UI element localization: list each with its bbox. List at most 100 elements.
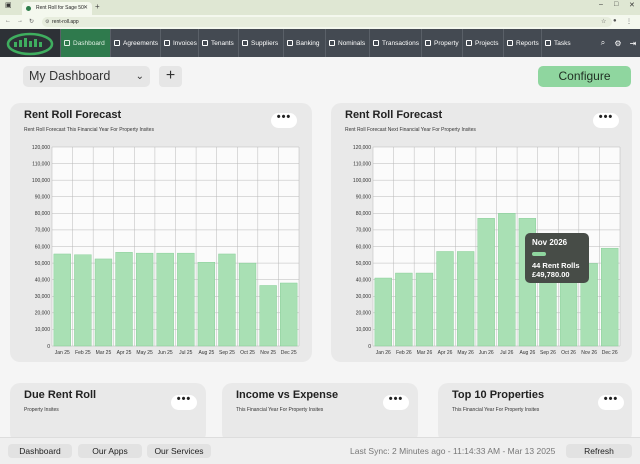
minimize-icon[interactable]: – bbox=[599, 1, 603, 8]
agreements-icon bbox=[114, 40, 120, 46]
nav-transactions[interactable]: Transactions bbox=[369, 29, 421, 57]
footer-services-button[interactable]: Our Services bbox=[147, 444, 211, 458]
y-tick-label: 100,000 bbox=[32, 178, 50, 184]
chart-container: 0 10,000 20,000 30,000 40,000 50,000 60,000 70,… bbox=[20, 135, 306, 364]
tenants-icon bbox=[202, 40, 208, 46]
nav-nominals[interactable]: Nominals bbox=[325, 29, 369, 57]
x-tick-label: Mar 25 bbox=[96, 350, 112, 356]
nav-property[interactable]: Property bbox=[421, 29, 462, 57]
configure-button[interactable]: Configure bbox=[538, 66, 631, 87]
nav-label: Agreements bbox=[123, 39, 159, 47]
invoices-icon bbox=[164, 40, 170, 46]
search-icon[interactable]: ⌕ bbox=[600, 38, 606, 47]
nav-label: Nominals bbox=[338, 39, 366, 47]
y-tick-label: 30,000 bbox=[35, 294, 51, 300]
new-tab-icon[interactable]: + bbox=[95, 2, 100, 11]
gear-icon[interactable]: ⚙ bbox=[614, 38, 622, 48]
y-tick-label: 10,000 bbox=[35, 327, 51, 333]
tab-close-icon[interactable]: ✕ bbox=[82, 5, 88, 11]
y-tick-label: 10,000 bbox=[356, 327, 372, 333]
app-navbar: Dashboard Agreements Invoices Tenants Su… bbox=[0, 29, 640, 57]
nav-agreements[interactable]: Agreements bbox=[110, 29, 160, 57]
card-menu-button[interactable]: ••• bbox=[171, 394, 197, 410]
url-text: rent-roll.app bbox=[52, 19, 79, 25]
x-tick-label: May 25 bbox=[136, 350, 153, 356]
bar bbox=[415, 272, 434, 347]
bar bbox=[135, 252, 154, 347]
app-logo[interactable] bbox=[0, 29, 60, 57]
site-info-icon[interactable]: ⚙ bbox=[45, 19, 50, 25]
profile-icon[interactable]: ● bbox=[613, 18, 617, 24]
banking-icon bbox=[287, 40, 293, 46]
logout-icon[interactable]: ⇥ bbox=[629, 38, 637, 48]
tooltip-count: 44 Rent Rolls bbox=[532, 261, 580, 270]
property-icon bbox=[425, 40, 431, 46]
y-tick-label: 70,000 bbox=[356, 228, 372, 234]
browser-chrome: ▣ Rent Roll for Sage 50 ✕ + – □ ✕ ← → ↻ … bbox=[0, 0, 640, 29]
bar bbox=[94, 258, 113, 347]
income-vs-expense-card: Income vs Expense This Financial Year Fo… bbox=[222, 383, 418, 443]
maximize-icon[interactable]: □ bbox=[614, 1, 619, 8]
card-subtitle: Rent Roll Forecast This Financial Year F… bbox=[24, 127, 154, 133]
tab-bar: ▣ Rent Roll for Sage 50 ✕ + – □ ✕ bbox=[0, 0, 640, 15]
bar bbox=[74, 254, 92, 347]
add-dashboard-button[interactable]: + bbox=[159, 66, 182, 87]
nav-banking[interactable]: Banking bbox=[283, 29, 325, 57]
card-subtitle: Property Insites bbox=[24, 407, 59, 413]
nav-dashboard[interactable]: Dashboard bbox=[60, 29, 110, 57]
browser-menu-icon[interactable]: ▣ bbox=[5, 2, 12, 9]
x-tick-label: Oct 26 bbox=[561, 350, 576, 356]
nav-invoices[interactable]: Invoices bbox=[160, 29, 198, 57]
dashboard-select[interactable]: My Dashboard ⌄ bbox=[23, 66, 150, 87]
bar bbox=[156, 252, 174, 347]
bar bbox=[456, 251, 475, 347]
window-close-icon[interactable]: ✕ bbox=[629, 2, 635, 9]
y-tick-label: 60,000 bbox=[35, 244, 51, 250]
chevron-down-icon: ⌄ bbox=[135, 71, 144, 82]
x-tick-label: Aug 26 bbox=[519, 350, 535, 356]
transactions-icon bbox=[373, 40, 379, 46]
forward-icon[interactable]: → bbox=[17, 18, 23, 24]
nav-suppliers[interactable]: Suppliers bbox=[238, 29, 283, 57]
bar bbox=[477, 218, 495, 347]
x-tick-label: Apr 25 bbox=[117, 350, 132, 356]
y-tick-label: 0 bbox=[47, 344, 50, 350]
nav-label: Projects bbox=[475, 39, 499, 47]
tooltip-amount: £49,780.00 bbox=[532, 270, 570, 279]
y-tick-label: 100,000 bbox=[353, 178, 371, 184]
x-tick-label: Dec 25 bbox=[281, 350, 297, 356]
card-menu-button[interactable]: ••• bbox=[598, 394, 624, 410]
bookmark-star-icon[interactable]: ☆ bbox=[601, 19, 607, 25]
y-tick-label: 20,000 bbox=[356, 311, 372, 317]
url-field[interactable]: ⚙ rent-roll.app bbox=[42, 17, 612, 27]
footer-dashboard-button[interactable]: Dashboard bbox=[8, 444, 72, 458]
footer-bar: Dashboard Our Apps Our Services Last Syn… bbox=[0, 437, 640, 464]
card-title: Top 10 Properties bbox=[452, 389, 545, 401]
y-tick-label: 20,000 bbox=[35, 311, 51, 317]
y-tick-label: 50,000 bbox=[356, 261, 372, 267]
y-tick-label: 110,000 bbox=[32, 161, 50, 167]
card-menu-button[interactable]: ••• bbox=[593, 112, 619, 128]
refresh-button[interactable]: Refresh bbox=[566, 444, 632, 458]
bar bbox=[259, 285, 277, 347]
back-icon[interactable]: ← bbox=[5, 18, 11, 24]
nav-reports[interactable]: Reports bbox=[503, 29, 541, 57]
reload-icon[interactable]: ↻ bbox=[29, 19, 35, 25]
nav-tenants[interactable]: Tenants bbox=[198, 29, 238, 57]
card-menu-button[interactable]: ••• bbox=[383, 394, 409, 410]
footer-apps-button[interactable]: Our Apps bbox=[78, 444, 142, 458]
x-tick-label: Nov 26 bbox=[581, 350, 597, 356]
nav-label: Suppliers bbox=[251, 39, 279, 47]
nav-label: Dashboard bbox=[73, 39, 105, 47]
x-tick-label: Jun 25 bbox=[158, 350, 173, 356]
bar bbox=[115, 252, 133, 347]
browser-more-icon[interactable]: ⋮ bbox=[626, 19, 632, 25]
browser-tab[interactable]: Rent Roll for Sage 50 ✕ bbox=[22, 2, 92, 15]
card-menu-button[interactable]: ••• bbox=[271, 112, 297, 128]
x-tick-label: Sep 25 bbox=[219, 350, 235, 356]
chart-tooltip: Nov 2026 44 Rent Rolls £49,780.00 bbox=[525, 233, 589, 283]
last-sync-status: Last Sync: 2 Minutes ago - 11:14:33 AM -… bbox=[350, 446, 556, 456]
bar bbox=[53, 253, 71, 347]
nav-projects[interactable]: Projects bbox=[462, 29, 503, 57]
nav-tasks[interactable]: Tasks bbox=[541, 29, 574, 57]
